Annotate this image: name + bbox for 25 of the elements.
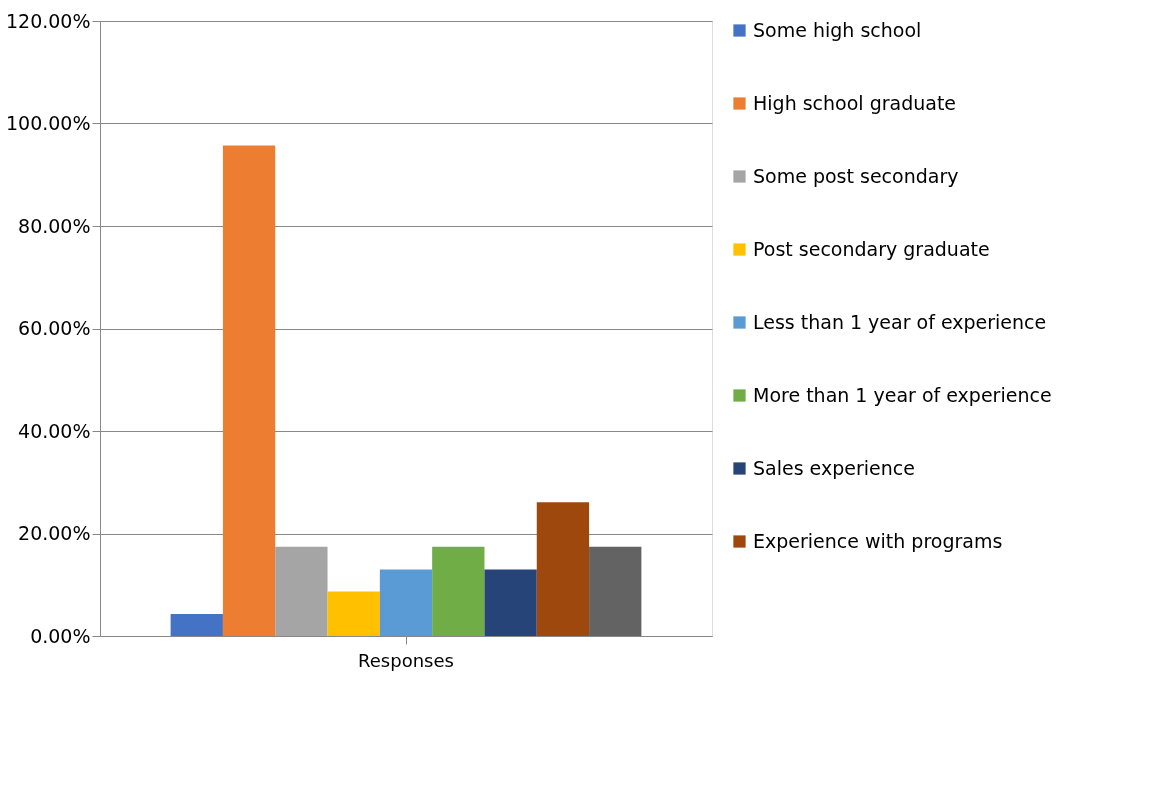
y-tick-label: 0.00%	[30, 624, 91, 647]
legend-label: Some post secondary	[753, 164, 959, 187]
bar	[432, 546, 485, 636]
bar	[170, 613, 223, 636]
bar	[536, 502, 590, 636]
bar	[327, 591, 380, 636]
y-tick-label: 60.00%	[18, 317, 91, 339]
y-tick-label: 40.00%	[18, 419, 91, 442]
legend-label: Less than 1 year of experience	[753, 310, 1047, 333]
y-tick-label: 80.00%	[18, 214, 91, 237]
y-tick-label: 120.00%	[5, 9, 91, 32]
x-tick-label: Responses	[358, 649, 454, 671]
bar	[379, 569, 433, 636]
bar	[589, 546, 642, 636]
legend-label: More than 1 year of experience	[753, 383, 1052, 406]
legend-label: Post secondary graduate	[753, 237, 990, 260]
legend-label: Some high school	[753, 18, 922, 41]
legend-label: Experience with programs	[753, 529, 1003, 552]
bar	[222, 145, 276, 636]
legend-label: High school graduate	[753, 91, 957, 114]
y-tick-label: 100.00%	[5, 112, 91, 134]
bar	[275, 546, 328, 636]
bar	[484, 569, 537, 636]
legend-label: Sales experience	[753, 456, 915, 479]
y-tick-label: 20.00%	[18, 522, 91, 544]
